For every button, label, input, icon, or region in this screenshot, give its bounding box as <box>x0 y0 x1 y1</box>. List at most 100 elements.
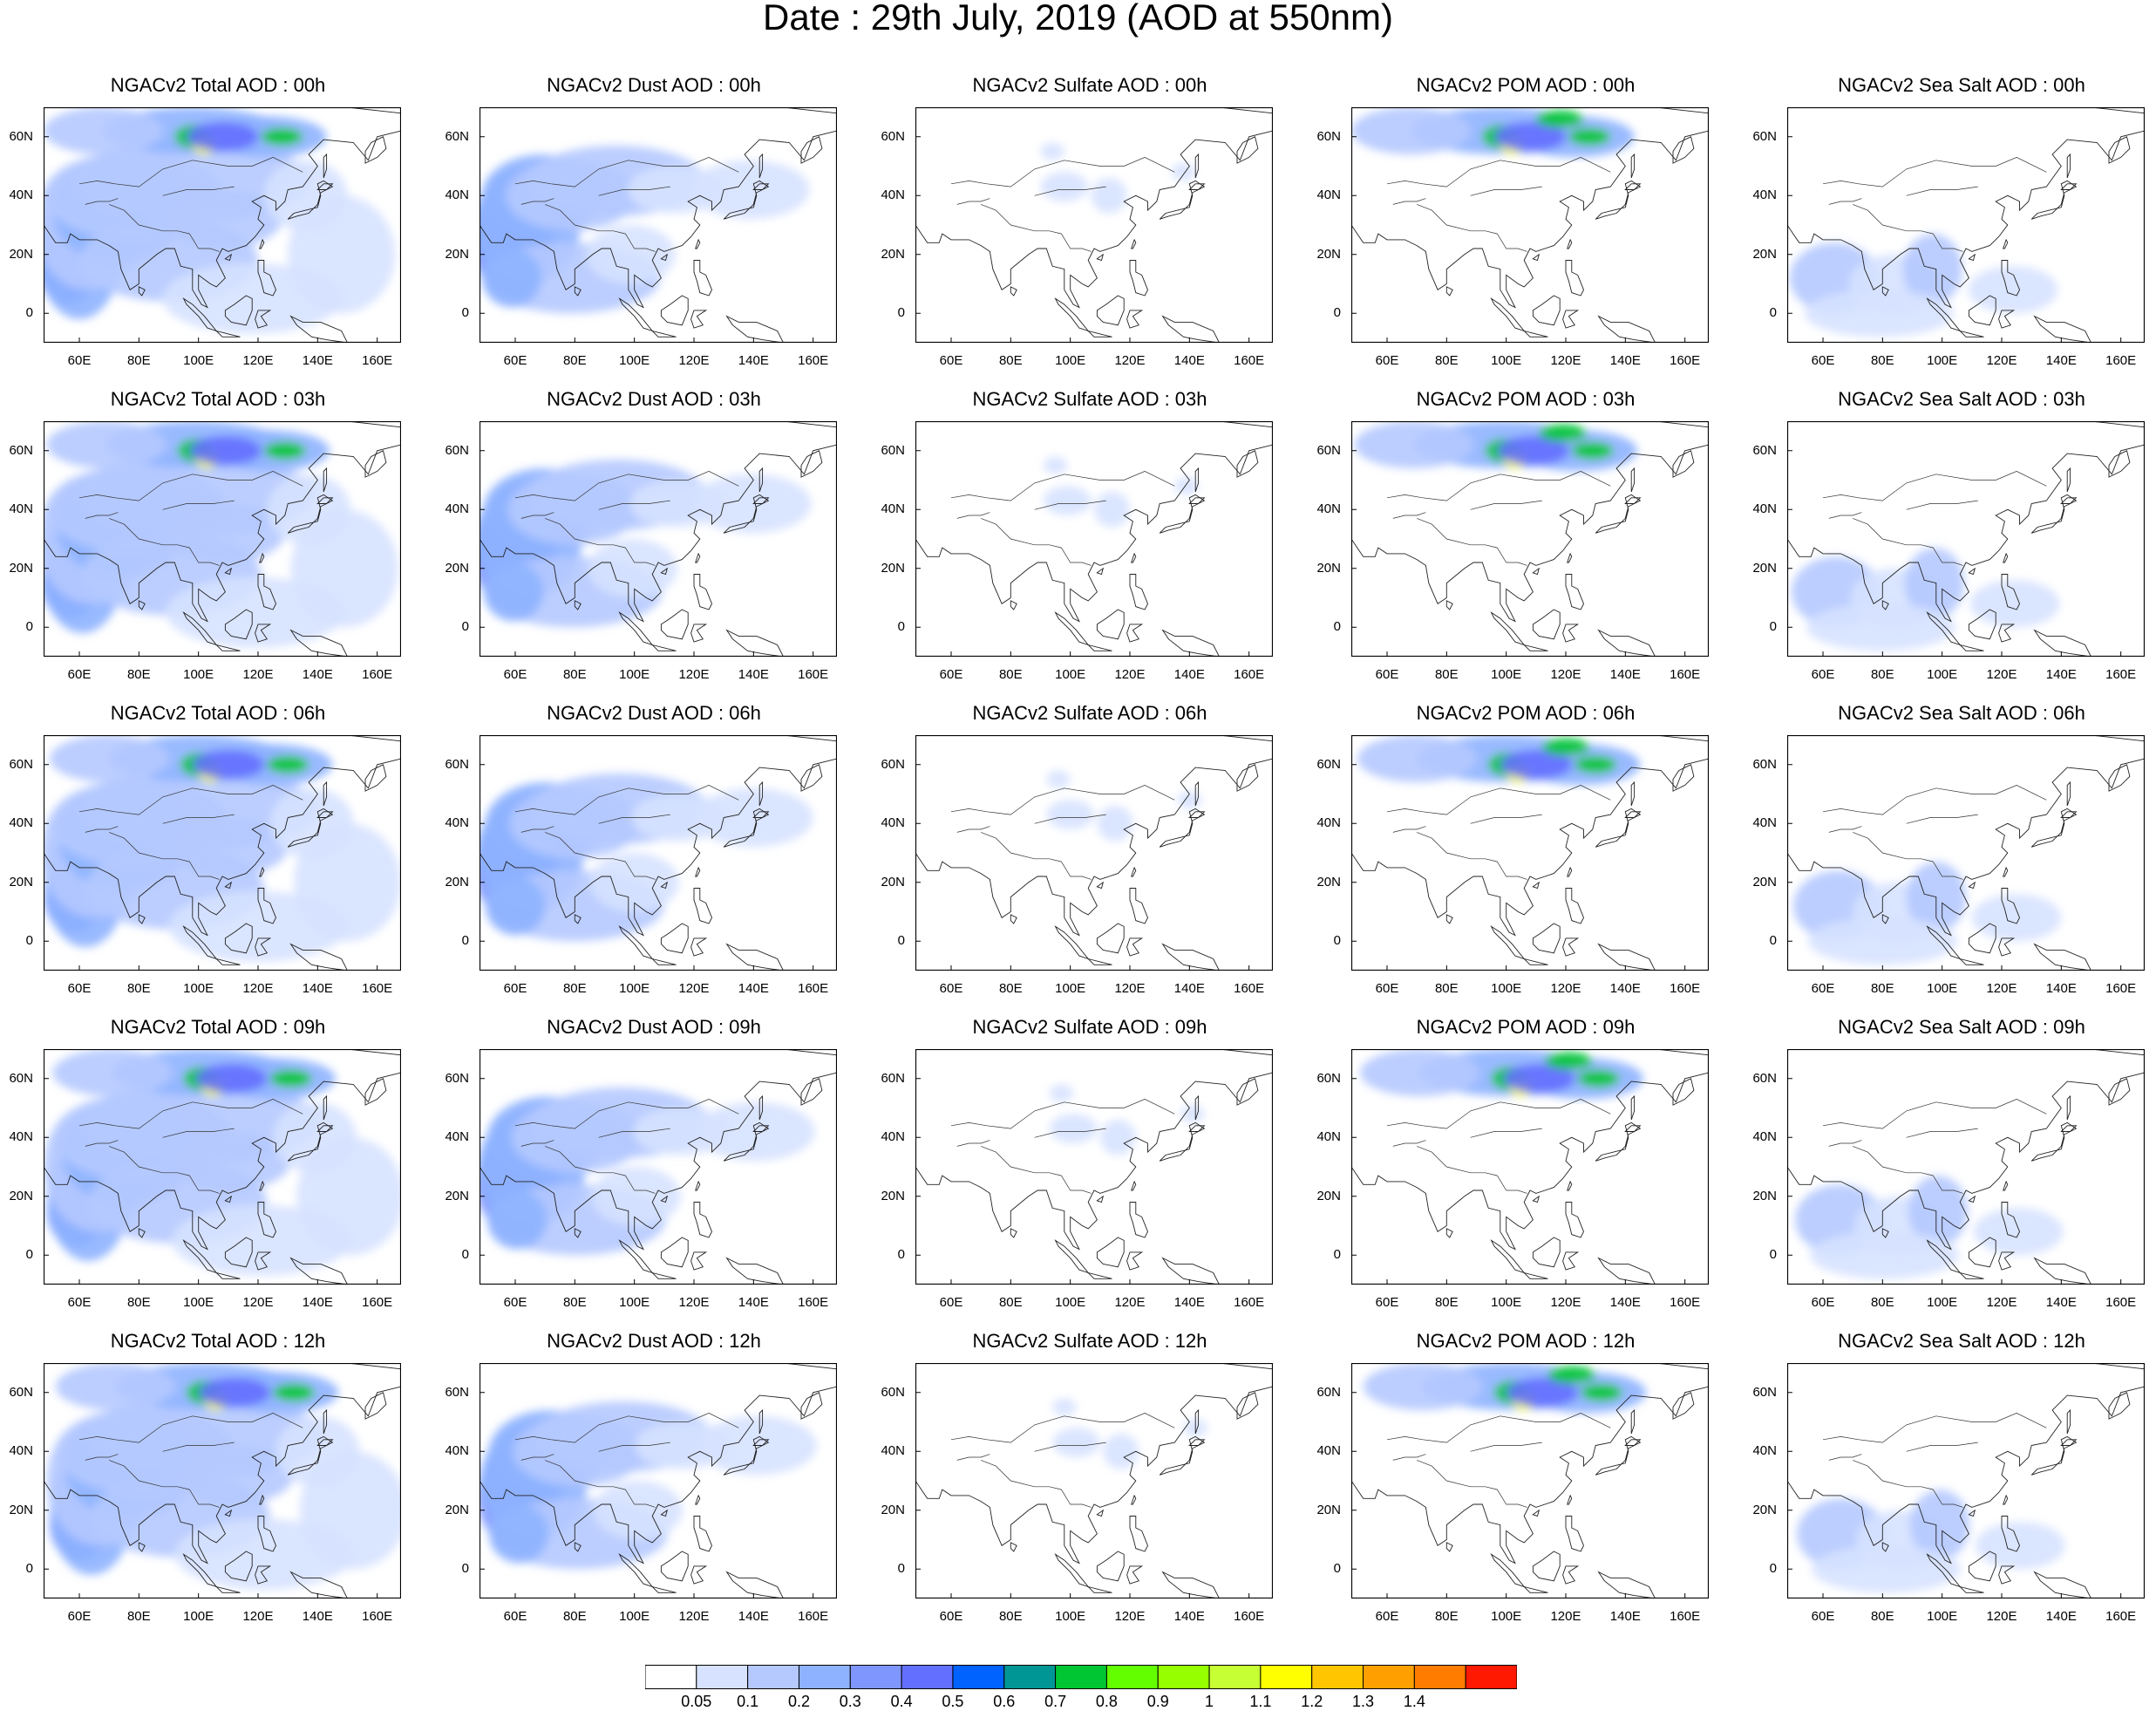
coastline <box>1968 609 1996 640</box>
coastline <box>287 180 334 220</box>
coastline <box>2001 1202 2020 1238</box>
aod-plume <box>263 441 306 460</box>
map-svg <box>915 421 1273 657</box>
aod-plume <box>1091 178 1127 214</box>
lat-tick-label: 0 <box>1333 305 1341 321</box>
country-border <box>1906 1442 1978 1452</box>
coastline <box>1968 1551 1996 1582</box>
lon-tick-label: 120E <box>242 981 274 996</box>
coastline <box>660 253 669 262</box>
coastline <box>1522 1585 1548 1593</box>
lon-tick-label: 80E <box>562 667 587 682</box>
colorbar-swatch <box>1363 1665 1415 1689</box>
map-area: 60N 40N 20N 0 60E 80E 100E 120E 140E 160E <box>1316 421 1709 682</box>
coastline <box>2030 808 2078 848</box>
coastline <box>224 253 233 262</box>
lon-tick-label: 100E <box>1491 981 1522 996</box>
aod-plume <box>1043 456 1068 474</box>
map-area: 60N 40N 20N 0 60E 80E 100E 120E 140E 160E <box>9 421 401 682</box>
coastline <box>2001 888 2020 924</box>
lat-tick-label: 0 <box>1769 1247 1777 1263</box>
map-panel: NGACv2 Sea Salt AOD : 12h 60N 40N 20N 0 60E 80… <box>1744 1330 2156 1633</box>
coastline <box>1096 1551 1125 1582</box>
aod-plume <box>1043 486 1092 515</box>
coastline <box>1881 1542 1889 1552</box>
map-frame <box>44 1049 401 1285</box>
coastline <box>1532 253 1540 262</box>
coastline <box>725 943 785 971</box>
coastline <box>1672 136 1695 164</box>
colorbar-swatch <box>696 1665 749 1689</box>
coastline <box>1131 238 1137 249</box>
coastline <box>915 1363 1273 1564</box>
coastline <box>2066 1094 2071 1121</box>
country-border <box>514 471 739 501</box>
lon-tick-label: 140E <box>1173 1295 1205 1310</box>
lat-tick-label: 40N <box>9 1443 33 1459</box>
lon-tick-label: 60E <box>1375 1609 1399 1624</box>
coastline <box>1532 1195 1540 1203</box>
map-area: 60N 40N 20N 0 60E 80E 100E 120E 140E 160E <box>9 735 401 996</box>
map-frame <box>1787 1363 2145 1599</box>
aod-plume <box>1577 1069 1620 1087</box>
coastline <box>1787 735 2145 937</box>
lat-tick-label: 40N <box>1316 1129 1341 1145</box>
lon-tick-label: 80E <box>126 1295 151 1310</box>
country-border <box>1822 471 2047 501</box>
coastline <box>1968 1509 1976 1517</box>
coastline <box>1236 1392 1259 1420</box>
country-border <box>1386 471 1611 501</box>
aod-plume <box>1040 172 1089 201</box>
map-svg <box>915 107 1273 343</box>
coastline <box>1131 1180 1137 1191</box>
coastline <box>650 330 677 337</box>
lon-tick-label: 160E <box>2105 1295 2137 1310</box>
country-border <box>109 518 220 566</box>
lon-tick-label: 120E <box>1550 667 1581 682</box>
coastline <box>364 450 387 478</box>
lon-tick-label: 160E <box>362 1295 393 1310</box>
lat-tick-label: 40N <box>1316 501 1341 517</box>
coastline <box>1562 310 1580 329</box>
lon-tick-label: 120E <box>1986 1295 2017 1310</box>
lon-tick-label: 120E <box>1550 353 1581 368</box>
coastline <box>2001 1516 2020 1552</box>
country-border <box>1386 1413 1611 1443</box>
lon-tick-label: 160E <box>1234 667 1265 682</box>
coastline <box>1597 629 1656 657</box>
country-border <box>1417 204 1527 252</box>
lon-tick-label: 120E <box>678 981 710 996</box>
lon-tick-label: 160E <box>1670 667 1701 682</box>
coastline <box>1188 1125 1206 1132</box>
coastline <box>2108 764 2131 792</box>
lat-tick-label: 0 <box>461 619 469 635</box>
country-border <box>1417 1146 1527 1194</box>
aod-plume <box>1049 1084 1074 1102</box>
coastline <box>255 624 272 643</box>
lat-tick-label: 0 <box>461 1247 469 1263</box>
lat-tick-label: 20N <box>445 560 469 576</box>
lon-tick-label: 160E <box>1234 981 1265 996</box>
map-frame <box>479 421 837 657</box>
aod-plume <box>1360 1049 1479 1096</box>
coastline <box>323 781 328 807</box>
aod-plume <box>46 421 167 468</box>
lon-tick-label: 140E <box>1173 1609 1205 1624</box>
aod-plume <box>168 817 289 876</box>
country-border <box>1386 1099 1611 1129</box>
coastline <box>138 600 146 610</box>
coastline <box>364 764 387 792</box>
panel-title: NGACv2 Sea Salt AOD : 09h <box>1838 1016 2085 1038</box>
coastline <box>2003 866 2009 877</box>
lat-tick-label: 60N <box>881 128 905 144</box>
lon-tick-label: 160E <box>798 1295 829 1310</box>
lat-tick-label: 60N <box>1316 1070 1341 1086</box>
country-border <box>1828 1454 1862 1461</box>
lon-tick-label: 140E <box>2045 353 2077 368</box>
coastline <box>2030 1121 2078 1162</box>
map-frame <box>915 735 1273 971</box>
colorbar-label: 0.8 <box>1095 1693 1118 1710</box>
aod-plume <box>1046 800 1094 829</box>
coastline <box>1194 467 1200 493</box>
lon-tick-label: 120E <box>1114 353 1146 368</box>
